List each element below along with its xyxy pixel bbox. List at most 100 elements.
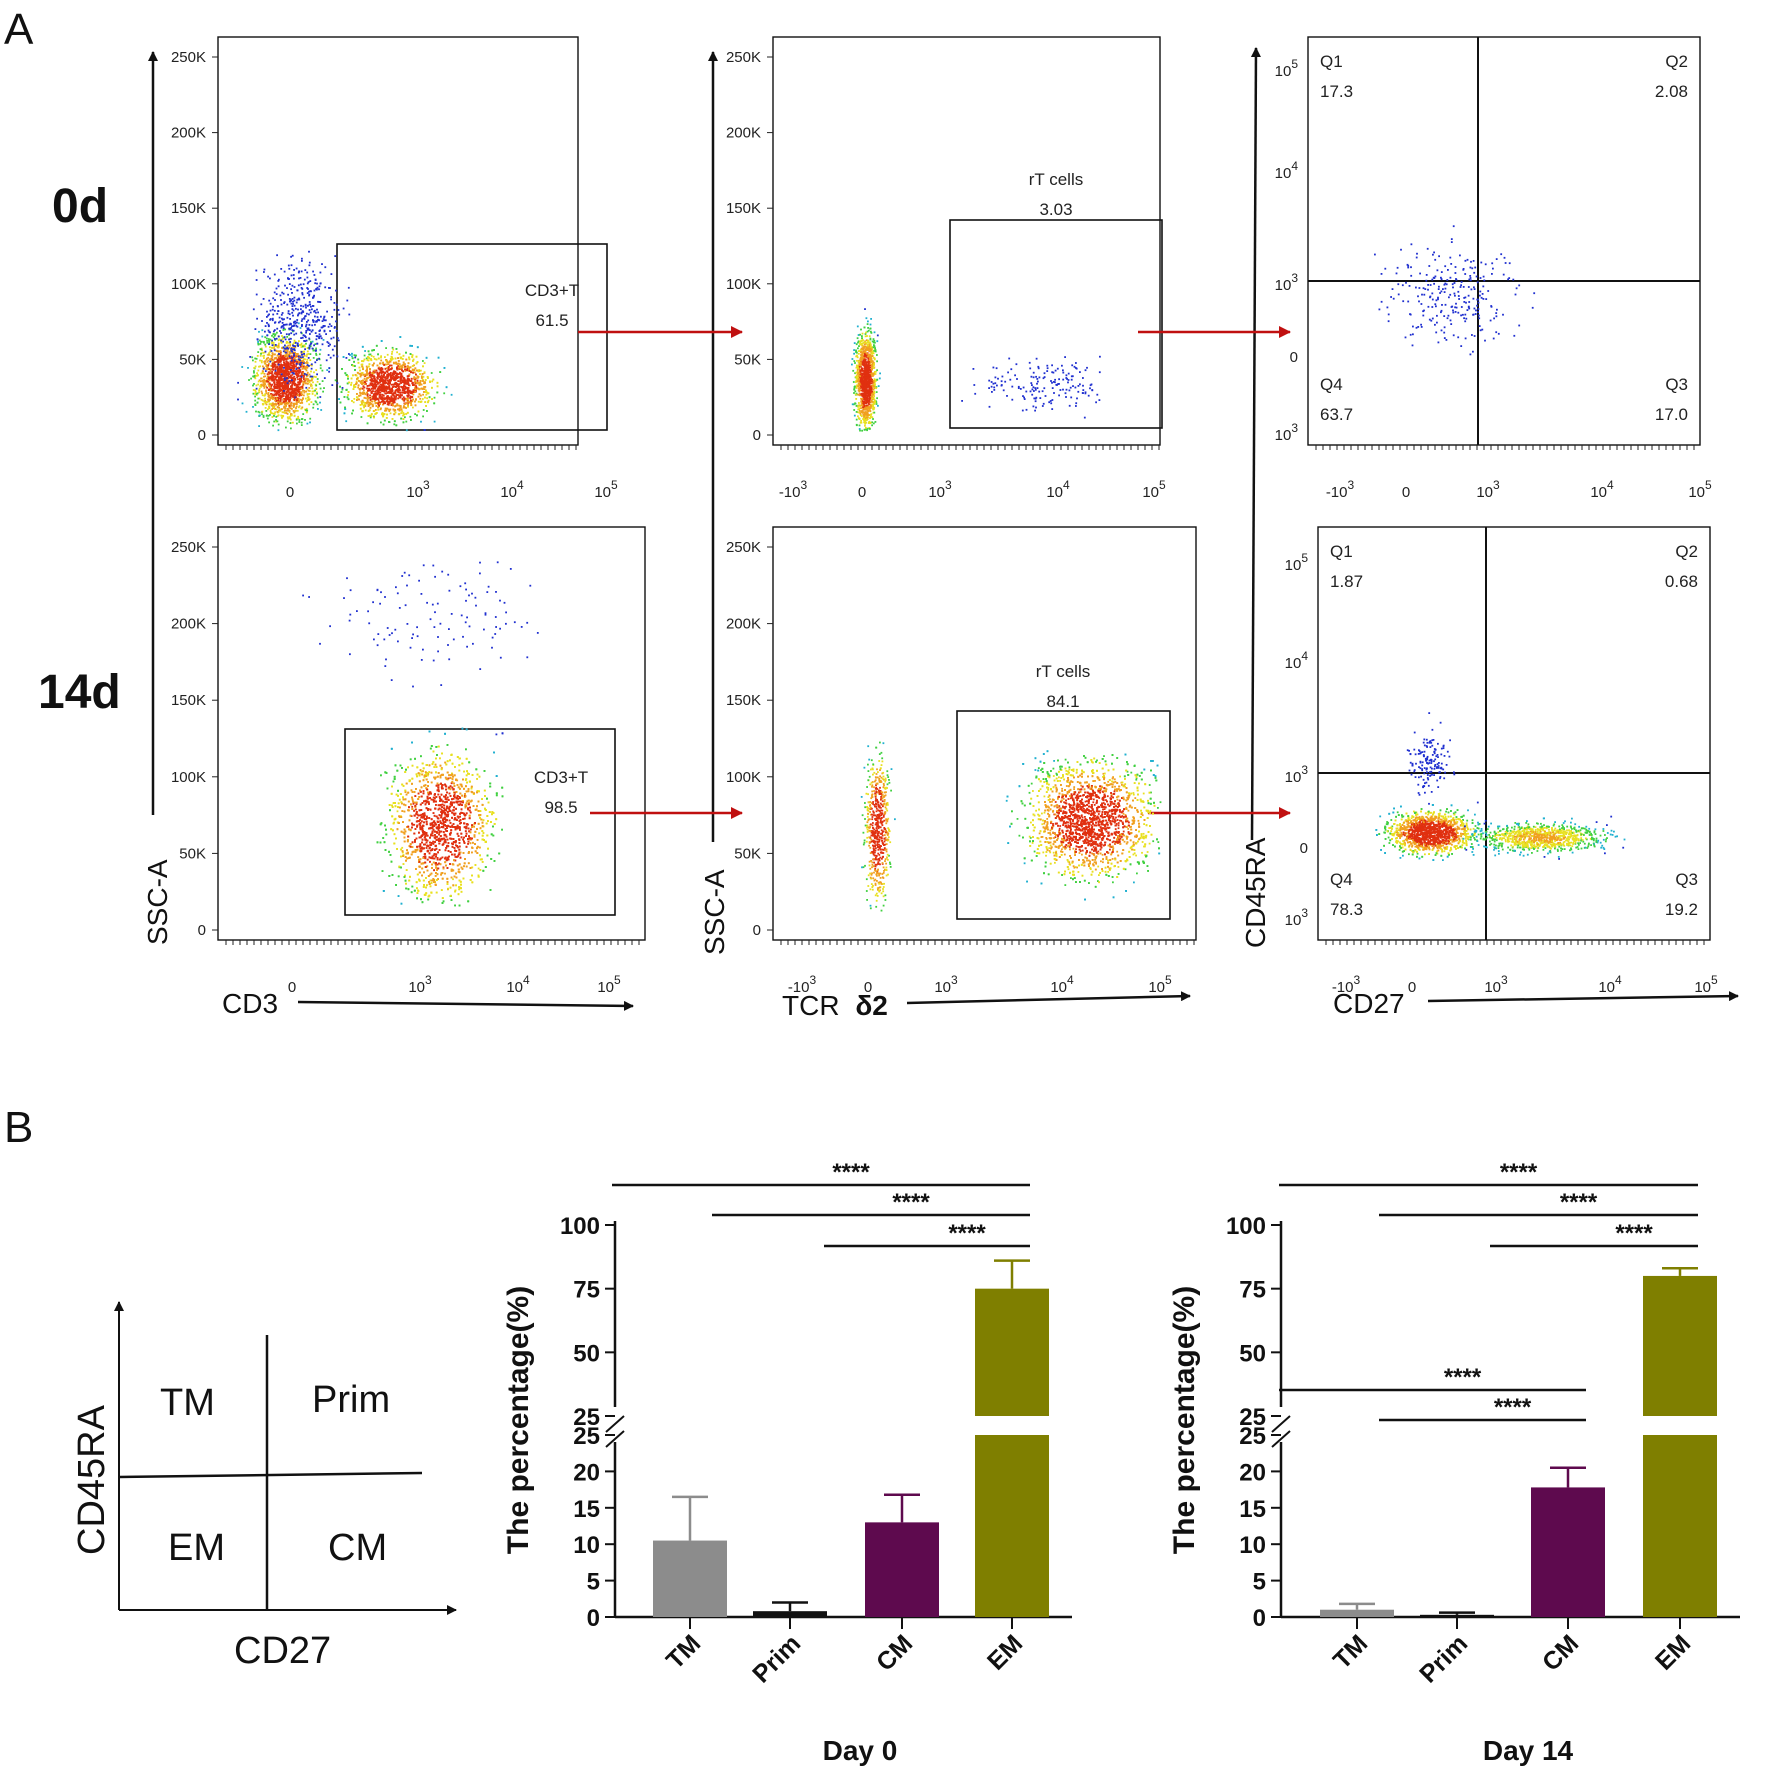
event-dot: [363, 383, 366, 385]
event-dot: [293, 378, 296, 380]
event-dot: [290, 264, 293, 267]
event-dot: [285, 381, 288, 384]
event-dot: [293, 380, 296, 383]
event-dot: [279, 388, 282, 391]
event-dot: [398, 389, 401, 391]
event-dot: [282, 401, 285, 403]
event-dot: [422, 415, 424, 418]
event-dot: [302, 305, 305, 308]
event-dot: [419, 381, 422, 384]
event-dot: [413, 377, 416, 380]
event-dot: [388, 380, 391, 383]
event-dot: [276, 390, 278, 393]
event-dot: [273, 372, 276, 375]
event-dot: [316, 359, 318, 361]
event-dot: [468, 594, 470, 597]
event-dot: [357, 386, 360, 389]
event-dot: [292, 309, 295, 312]
event-dot: [285, 390, 288, 393]
event-dot: [276, 365, 279, 368]
event-dot: [341, 387, 344, 389]
event-dot: [381, 413, 384, 416]
event-dot: [256, 392, 259, 395]
event-dot: [411, 391, 414, 393]
event-dot: [291, 254, 294, 257]
event-dot: [313, 294, 315, 297]
event-dot: [261, 372, 264, 374]
event-dot: [379, 389, 382, 392]
event-dot: [284, 388, 287, 391]
event-dot: [513, 621, 516, 624]
event-dot: [302, 376, 305, 379]
event-dot: [397, 386, 400, 389]
event-dot: [301, 336, 304, 339]
r2c1-ytick-label: 0: [198, 922, 206, 939]
event-dot: [337, 309, 340, 311]
event-dot: [274, 387, 277, 389]
event-dot: [364, 393, 367, 396]
event-dot: [283, 301, 286, 303]
event-dot: [368, 384, 371, 387]
event-dot: [297, 314, 299, 317]
event-dot: [269, 410, 272, 413]
event-dot: [298, 392, 301, 395]
event-dot: [290, 369, 292, 371]
panel-label-a: A: [4, 5, 34, 54]
event-dot: [297, 313, 300, 316]
event-dot: [405, 351, 407, 354]
event-dot: [291, 356, 293, 359]
event-dot: [272, 347, 274, 349]
r1c1-xtick-label: 103: [406, 478, 430, 501]
event-dot: [300, 342, 303, 345]
r2c2-ytick-label: 200K: [726, 616, 761, 633]
event-dot: [359, 394, 362, 397]
event-dot: [287, 310, 290, 312]
event-dot: [300, 421, 303, 424]
event-dot: [348, 359, 351, 361]
r2c2-ytick-label: 250K: [726, 539, 761, 556]
event-dot: [353, 398, 356, 400]
event-dot: [439, 622, 442, 625]
event-dot: [284, 384, 287, 387]
event-dot: [285, 372, 288, 375]
event-dot: [280, 388, 283, 391]
event-dot: [414, 391, 416, 393]
event-dot: [367, 415, 370, 417]
event-dot: [369, 374, 372, 376]
event-dot: [293, 352, 295, 355]
event-dot: [274, 365, 276, 368]
event-dot: [366, 399, 369, 401]
event-dot: [305, 375, 308, 378]
event-dot: [396, 363, 399, 365]
event-dot: [397, 360, 400, 362]
event-dot: [373, 362, 375, 365]
event-dot: [296, 319, 299, 321]
event-dot: [426, 376, 429, 378]
plot-frame-r1c2: [772, 36, 1161, 446]
event-dot: [297, 415, 299, 418]
event-dot: [264, 393, 267, 396]
event-dot: [397, 397, 399, 400]
event-dot: [377, 387, 380, 390]
event-dot: [274, 333, 277, 336]
event-dot: [383, 413, 386, 415]
event-dot: [275, 393, 277, 395]
event-dot: [281, 382, 284, 384]
event-dot: [261, 413, 263, 416]
event-dot: [281, 387, 284, 390]
event-dot: [389, 360, 392, 363]
event-dot: [387, 408, 390, 411]
event-dot: [433, 626, 436, 628]
event-dot: [369, 379, 372, 381]
event-dot: [311, 364, 313, 367]
event-dot: [359, 404, 362, 406]
event-dot: [302, 311, 305, 313]
event-dot: [447, 644, 449, 646]
event-dot: [368, 387, 370, 390]
event-dot: [271, 346, 273, 349]
event-dot: [399, 378, 402, 381]
event-dot: [297, 353, 299, 355]
event-dot: [297, 355, 300, 358]
event-dot: [262, 385, 265, 387]
event-dot: [408, 574, 411, 577]
